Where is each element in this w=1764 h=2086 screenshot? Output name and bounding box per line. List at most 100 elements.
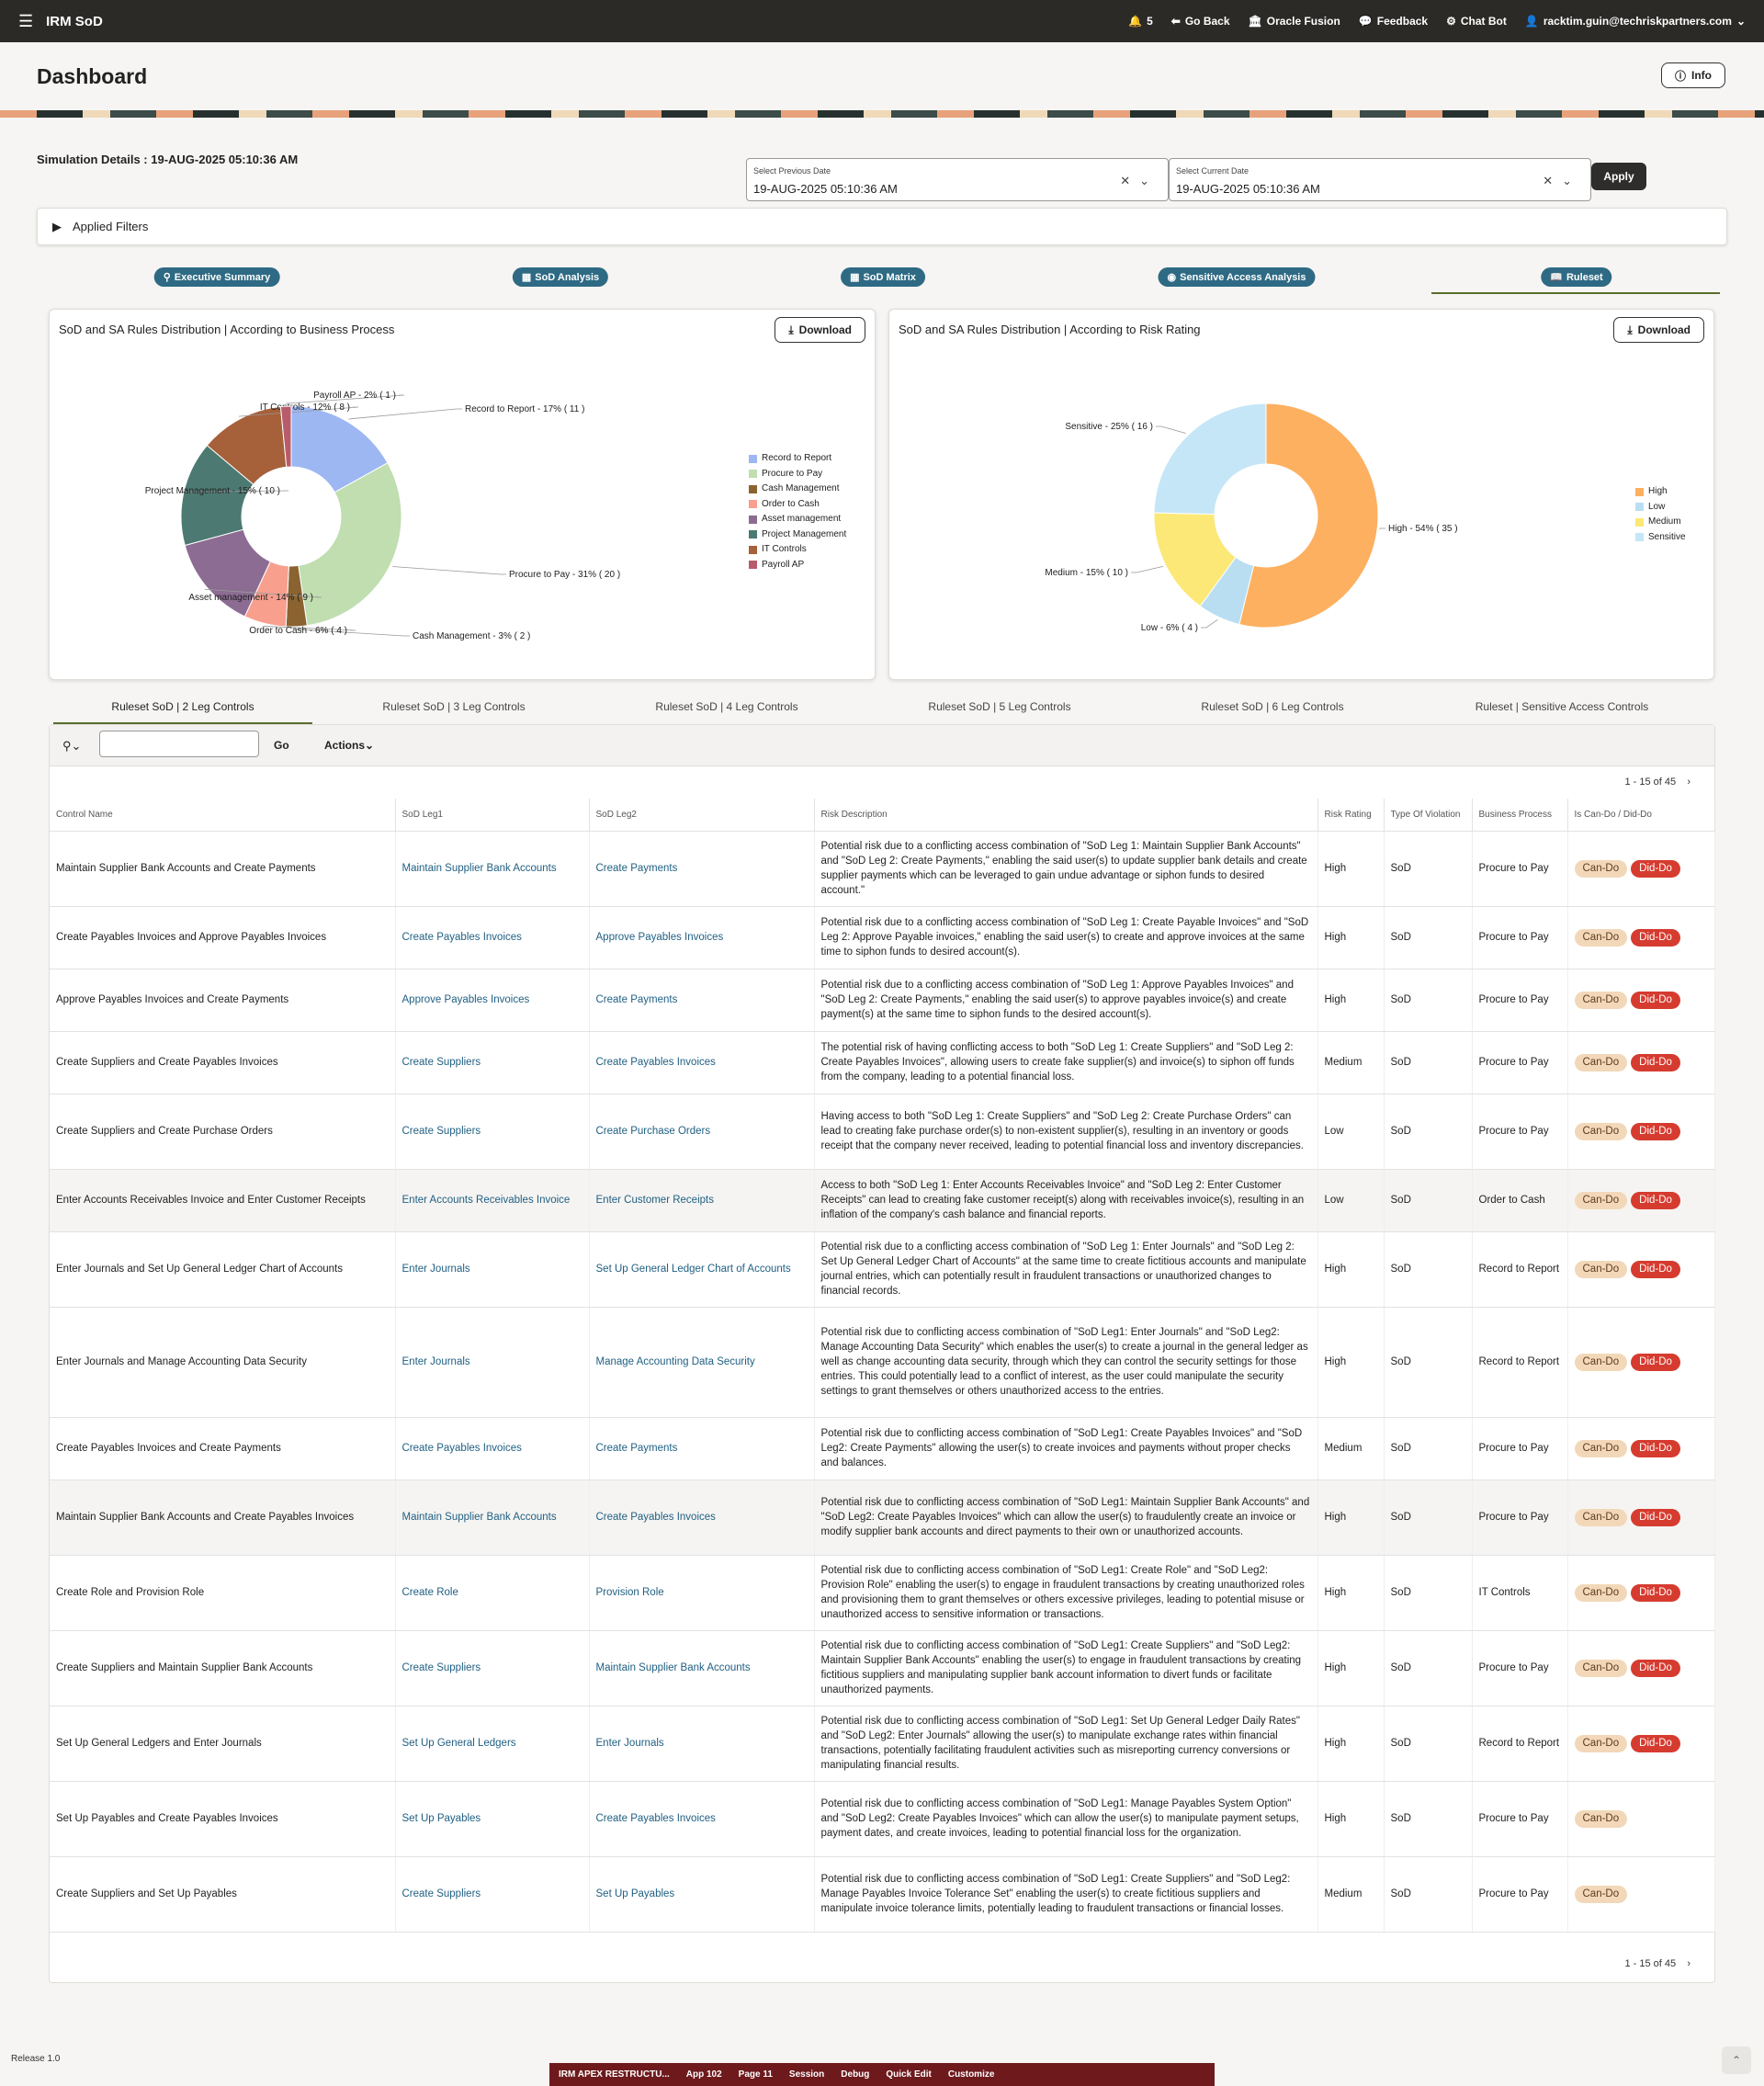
scroll-top-button[interactable]: ⌃ — [1722, 2046, 1751, 2074]
tab-3-leg[interactable]: Ruleset SoD | 3 Leg Controls — [382, 700, 526, 713]
tab-2-leg[interactable]: Ruleset SoD | 2 Leg Controls — [111, 700, 254, 713]
debug-link[interactable]: Debug — [841, 2069, 870, 2080]
user-menu[interactable]: 👤 racktim.guin@techriskpartners.com ⌄ — [1524, 15, 1746, 28]
tab-sod-matrix[interactable]: ▦ SoD Matrix — [841, 267, 925, 287]
sod-leg2-link[interactable]: Set Up Payables — [589, 1856, 815, 1933]
sod-leg2-link[interactable]: Approve Payables Invoices — [589, 906, 815, 969]
business-process-donut-chart: Record to Report - 17% ( 11 ) Procure to … — [145, 391, 620, 641]
clear-chevron-icon[interactable]: ✕⌄ — [1120, 174, 1159, 187]
sod-leg1-link[interactable]: Create Payables Invoices — [395, 906, 590, 969]
sod-leg1-link[interactable]: Create Suppliers — [395, 1094, 590, 1170]
legend-item[interactable]: Payroll AP — [749, 558, 846, 573]
sod-leg2-link[interactable]: Enter Journals — [589, 1706, 815, 1782]
column-header[interactable]: SoD Leg2 — [589, 799, 815, 832]
donut-slice[interactable] — [298, 462, 402, 627]
customize-link[interactable]: Customize — [947, 2069, 995, 2080]
current-date-picker[interactable]: Select Current Date 19-AUG-2025 05:10:36… — [1169, 158, 1591, 201]
clear-chevron-icon[interactable]: ✕⌄ — [1543, 174, 1581, 187]
sod-leg2-link[interactable]: Provision Role — [589, 1555, 815, 1631]
column-header[interactable]: Type Of Violation — [1384, 799, 1473, 832]
sod-leg2-link[interactable]: Create Payments — [589, 1417, 815, 1480]
risk-rating-cell: High — [1317, 1630, 1385, 1706]
apply-button[interactable]: Apply — [1591, 163, 1646, 190]
sod-leg1-link[interactable]: Enter Journals — [395, 1307, 590, 1418]
session-link[interactable]: Session — [788, 2069, 825, 2080]
download-button[interactable]: ⤓ Download — [775, 317, 865, 343]
sod-leg1-link[interactable]: Create Suppliers — [395, 1856, 590, 1933]
feedback-button[interactable]: 💬 Feedback — [1358, 15, 1429, 28]
sod-leg1-link[interactable]: Set Up Payables — [395, 1781, 590, 1857]
legend-item[interactable]: Record to Report — [749, 451, 846, 467]
donut-slice[interactable] — [1238, 402, 1379, 629]
legend-item[interactable]: IT Controls — [749, 542, 846, 558]
go-button[interactable]: Go — [274, 739, 289, 752]
info-button[interactable]: ⓘ Info — [1660, 62, 1725, 88]
legend-item[interactable]: High — [1635, 484, 1686, 500]
search-input[interactable] — [99, 731, 259, 757]
column-header[interactable]: Risk Rating — [1317, 799, 1385, 832]
sod-leg1-link[interactable]: Maintain Supplier Bank Accounts — [395, 1479, 590, 1556]
legend-swatch — [749, 500, 757, 509]
sod-leg2-link[interactable]: Create Purchase Orders — [589, 1094, 815, 1170]
legend-item[interactable]: Sensitive — [1635, 530, 1686, 546]
legend-item[interactable]: Project Management — [749, 527, 846, 543]
sod-leg2-link[interactable]: Set Up General Ledger Chart of Accounts — [589, 1231, 815, 1308]
tab-4-leg[interactable]: Ruleset SoD | 4 Leg Controls — [655, 700, 798, 713]
sod-leg1-link[interactable]: Set Up General Ledgers — [395, 1706, 590, 1782]
column-header[interactable]: Risk Description — [814, 799, 1318, 832]
legend-item[interactable]: Asset management — [749, 512, 846, 527]
legend-item[interactable]: Medium — [1635, 515, 1686, 530]
sod-leg1-link[interactable]: Enter Journals — [395, 1231, 590, 1308]
quick-edit-link[interactable]: Quick Edit — [886, 2069, 932, 2080]
column-header[interactable]: Business Process — [1472, 799, 1568, 832]
tab-sensitive-access[interactable]: Ruleset | Sensitive Access Controls — [1475, 700, 1649, 713]
go-back-button[interactable]: ⬅ Go Back — [1170, 15, 1230, 28]
sod-leg1-link[interactable]: Enter Accounts Receivables Invoice — [395, 1169, 590, 1232]
legend-swatch — [749, 484, 757, 493]
download-button[interactable]: ⤓ Download — [1613, 317, 1704, 343]
actions-menu[interactable]: Actions⌄ — [324, 739, 375, 752]
app-title[interactable]: IRM SoD — [46, 13, 103, 29]
legend-item[interactable]: Order to Cash — [749, 497, 846, 513]
chevron-right-icon[interactable]: › — [1687, 777, 1690, 788]
legend-item[interactable]: Procure to Pay — [749, 467, 846, 482]
sod-leg1-link[interactable]: Create Suppliers — [395, 1031, 590, 1094]
sod-leg2-link[interactable]: Maintain Supplier Bank Accounts — [589, 1630, 815, 1706]
sod-leg1-link[interactable]: Create Role — [395, 1555, 590, 1631]
sod-leg2-link[interactable]: Create Payables Invoices — [589, 1479, 815, 1556]
sod-leg2-link[interactable]: Create Payments — [589, 969, 815, 1032]
sod-leg1-link[interactable]: Create Suppliers — [395, 1630, 590, 1706]
legend-item[interactable]: Low — [1635, 500, 1686, 516]
sod-leg1-link[interactable]: Maintain Supplier Bank Accounts — [395, 831, 590, 907]
search-icon[interactable]: ⚲⌄ — [62, 739, 82, 753]
donut-slice[interactable] — [1153, 402, 1267, 516]
tab-5-leg[interactable]: Ruleset SoD | 5 Leg Controls — [928, 700, 1071, 713]
legend-item[interactable]: Cash Management — [749, 482, 846, 497]
previous-date-picker[interactable]: Select Previous Date 19-AUG-2025 05:10:3… — [746, 158, 1169, 201]
oracle-fusion-link[interactable]: 🏛 Oracle Fusion — [1248, 15, 1340, 28]
sod-leg2-link[interactable]: Create Payables Invoices — [589, 1781, 815, 1857]
sod-leg2-link[interactable]: Enter Customer Receipts — [589, 1169, 815, 1232]
sod-leg1-link[interactable]: Approve Payables Invoices — [395, 969, 590, 1032]
page-link[interactable]: Page 11 — [738, 2069, 773, 2080]
tab-executive-summary[interactable]: ⚲ Executive Summary — [153, 267, 280, 287]
app-link[interactable]: App 102 — [685, 2069, 722, 2080]
chat-bot-button[interactable]: ⚙ Chat Bot — [1446, 15, 1507, 28]
column-header[interactable]: SoD Leg1 — [395, 799, 590, 832]
applied-filters-toggle[interactable]: ▶ Applied Filters — [37, 208, 1727, 245]
menu-icon[interactable]: ☰ — [18, 11, 34, 30]
chevron-right-icon[interactable]: › — [1687, 1958, 1690, 1969]
tab-sod-analysis[interactable]: ▦ SoD Analysis — [512, 267, 609, 287]
sod-leg2-link[interactable]: Manage Accounting Data Security — [589, 1307, 815, 1418]
risk-description-cell: Potential risk due to conflicting access… — [814, 1781, 1318, 1857]
notifications-button[interactable]: 🔔 5 — [1128, 15, 1153, 28]
column-header[interactable]: Control Name — [50, 799, 396, 832]
sod-leg1-link[interactable]: Create Payables Invoices — [395, 1417, 590, 1480]
sod-leg2-link[interactable]: Create Payments — [589, 831, 815, 907]
tab-6-leg[interactable]: Ruleset SoD | 6 Leg Controls — [1201, 700, 1344, 713]
sod-leg2-link[interactable]: Create Payables Invoices — [589, 1031, 815, 1094]
column-header[interactable]: Is Can-Do / Did-Do — [1567, 799, 1715, 832]
donut-slice[interactable] — [279, 405, 292, 468]
tab-ruleset[interactable]: 📖 Ruleset — [1541, 267, 1612, 287]
tab-sensitive-access-analysis[interactable]: ◉ Sensitive Access Analysis — [1158, 267, 1316, 287]
